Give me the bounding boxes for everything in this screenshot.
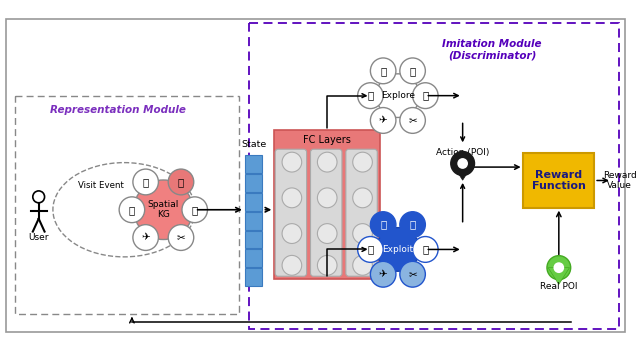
Text: 🚌: 🚌 — [367, 91, 374, 101]
Text: ✈: ✈ — [379, 115, 388, 125]
Text: User: User — [28, 232, 49, 241]
FancyBboxPatch shape — [310, 149, 342, 276]
Text: 🚌: 🚌 — [191, 205, 198, 215]
Text: 🏛: 🏛 — [380, 220, 387, 230]
Bar — [244, 193, 262, 211]
Text: ✂: ✂ — [408, 115, 417, 125]
Circle shape — [554, 262, 564, 273]
FancyBboxPatch shape — [346, 149, 377, 276]
Circle shape — [119, 197, 145, 222]
Circle shape — [400, 58, 426, 84]
Circle shape — [133, 225, 159, 250]
Text: ✈: ✈ — [379, 269, 388, 279]
Circle shape — [400, 261, 426, 287]
Text: Spatial
KG: Spatial KG — [148, 200, 179, 219]
FancyBboxPatch shape — [275, 149, 307, 276]
Polygon shape — [452, 163, 474, 180]
Bar — [244, 155, 262, 173]
Circle shape — [458, 158, 468, 169]
Text: ✂: ✂ — [177, 232, 186, 242]
Text: 🚌: 🚌 — [422, 245, 428, 255]
Circle shape — [282, 224, 301, 244]
Circle shape — [168, 169, 194, 195]
Circle shape — [400, 212, 426, 237]
Text: 🏢: 🏢 — [410, 220, 416, 230]
Circle shape — [353, 152, 372, 172]
Bar — [244, 250, 262, 267]
Text: ✂: ✂ — [408, 269, 417, 279]
Circle shape — [451, 152, 474, 176]
Circle shape — [371, 212, 396, 237]
Text: 🚌: 🚌 — [422, 91, 428, 101]
Circle shape — [282, 152, 301, 172]
Text: Exploit: Exploit — [382, 245, 413, 254]
Text: 🚌: 🚌 — [129, 205, 135, 215]
Text: Explore: Explore — [381, 91, 415, 100]
Circle shape — [358, 236, 383, 262]
Circle shape — [353, 188, 372, 208]
Bar — [6, 19, 625, 332]
Circle shape — [182, 197, 207, 222]
Circle shape — [371, 58, 396, 84]
Circle shape — [282, 188, 301, 208]
Polygon shape — [548, 268, 570, 284]
Bar — [274, 130, 380, 279]
Text: ✈: ✈ — [141, 232, 150, 242]
Circle shape — [134, 180, 193, 240]
Bar — [249, 23, 619, 329]
Text: Action (POI): Action (POI) — [436, 148, 490, 157]
Text: 🚌: 🚌 — [367, 245, 374, 255]
Text: 🏢: 🏢 — [178, 177, 184, 187]
Text: Reward
Value: Reward Value — [603, 171, 637, 190]
Circle shape — [547, 256, 571, 280]
Circle shape — [282, 255, 301, 275]
Circle shape — [413, 83, 438, 109]
Circle shape — [371, 261, 396, 287]
Circle shape — [413, 236, 438, 262]
Circle shape — [168, 225, 194, 250]
Bar — [244, 231, 262, 248]
Circle shape — [133, 169, 159, 195]
Circle shape — [376, 227, 419, 271]
Bar — [244, 268, 262, 286]
Circle shape — [317, 152, 337, 172]
Text: Real POI: Real POI — [540, 282, 577, 291]
Circle shape — [376, 74, 419, 117]
Text: Representation Module: Representation Module — [51, 105, 186, 115]
Text: Reward
Function: Reward Function — [532, 170, 586, 191]
Circle shape — [371, 108, 396, 134]
Text: 🏛: 🏛 — [380, 66, 387, 76]
Circle shape — [317, 255, 337, 275]
Circle shape — [317, 188, 337, 208]
Text: Visit Event: Visit Event — [78, 181, 124, 190]
Text: FC Layers: FC Layers — [303, 135, 351, 145]
Text: 🏢: 🏢 — [410, 66, 416, 76]
Bar — [244, 212, 262, 230]
Bar — [244, 174, 262, 192]
Circle shape — [358, 83, 383, 109]
Text: Imitation Module
(Discriminator): Imitation Module (Discriminator) — [442, 39, 542, 61]
Text: 🏛: 🏛 — [143, 177, 148, 187]
Circle shape — [353, 224, 372, 244]
Circle shape — [353, 255, 372, 275]
Circle shape — [317, 224, 337, 244]
Bar — [15, 96, 239, 314]
Bar — [524, 153, 594, 208]
Circle shape — [33, 191, 45, 203]
Circle shape — [400, 108, 426, 134]
Text: State: State — [241, 140, 266, 149]
